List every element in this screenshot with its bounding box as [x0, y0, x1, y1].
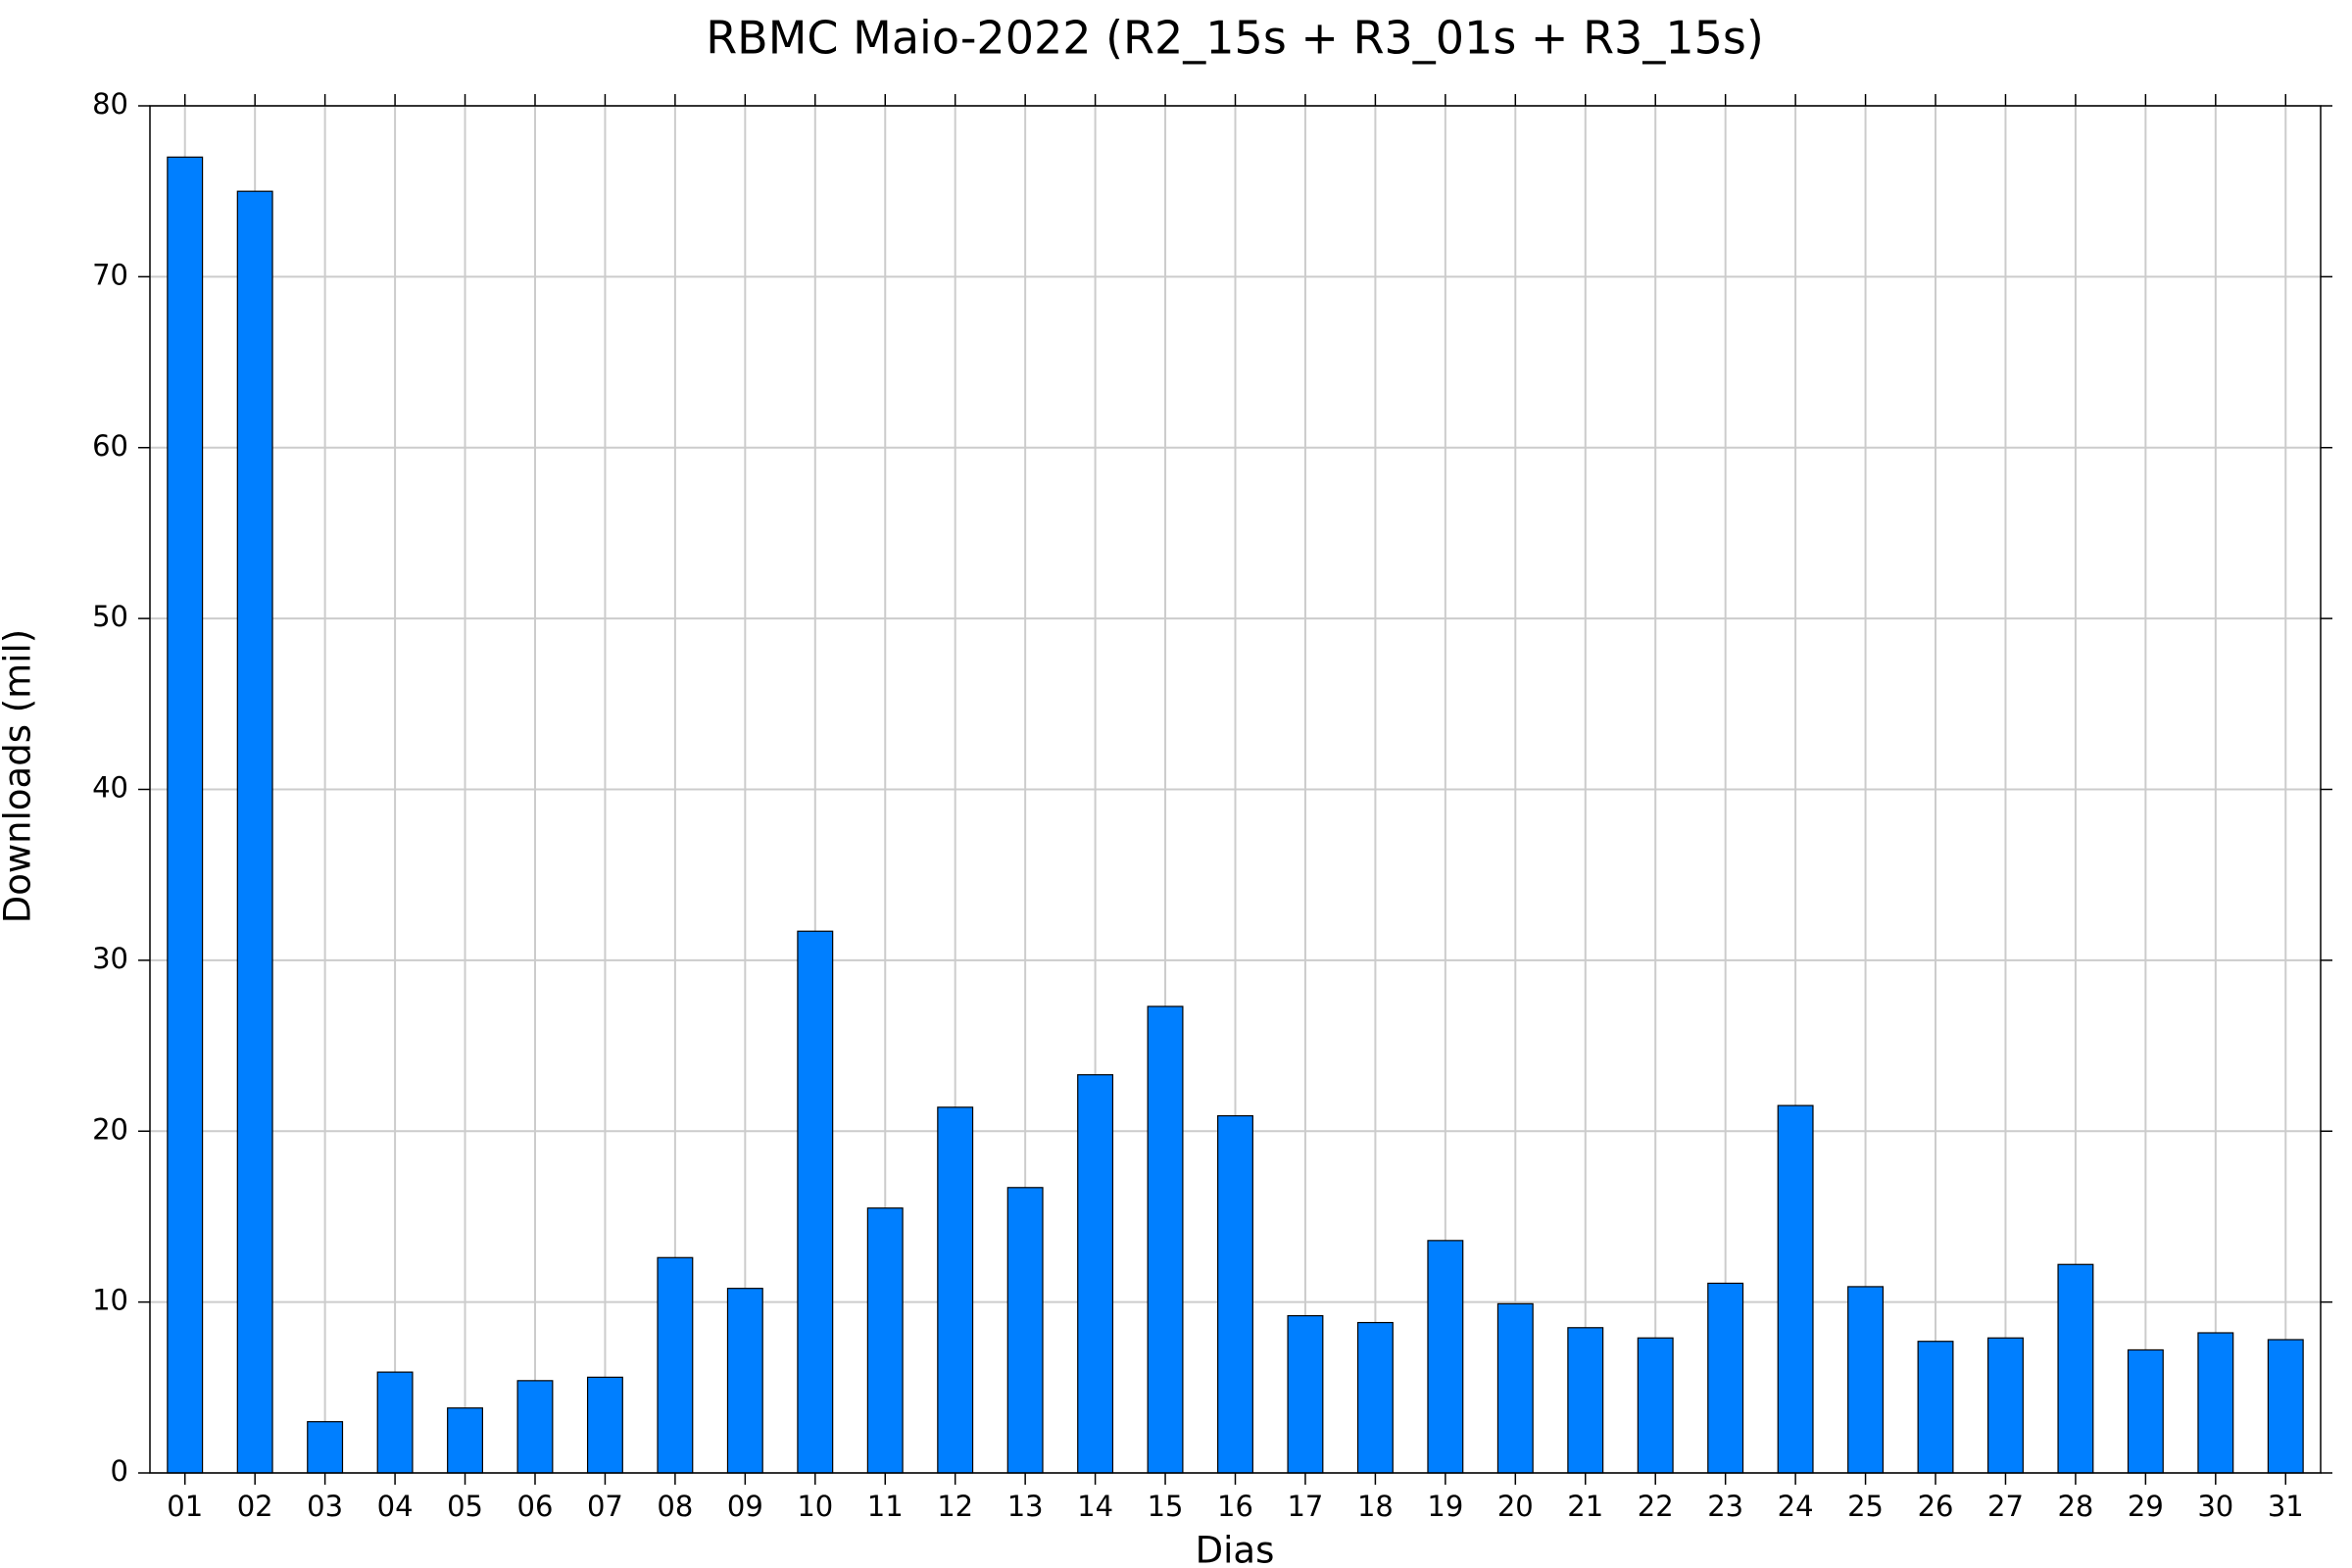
plot-frame	[149, 105, 2322, 1474]
bar	[1356, 1321, 1394, 1474]
x-tick-label: 03	[307, 1490, 343, 1523]
x-tick-label: 22	[1638, 1490, 1674, 1523]
x-tick-label: 23	[1707, 1490, 1743, 1523]
x-tick-label: 20	[1497, 1490, 1534, 1523]
bar	[726, 1288, 763, 1474]
x-tick-label: 02	[237, 1490, 273, 1523]
x-tick-label: 30	[2197, 1490, 2233, 1523]
bar	[937, 1106, 974, 1474]
x-tick-label: 10	[797, 1490, 833, 1523]
bar	[586, 1376, 623, 1474]
x-tick-label: 05	[447, 1490, 483, 1523]
x-tick-label: 19	[1427, 1490, 1463, 1523]
y-axis-title: Downloads (mil)	[0, 629, 39, 923]
bar	[797, 930, 834, 1474]
bar	[447, 1407, 483, 1474]
x-tick-label: 16	[1217, 1490, 1253, 1523]
x-tick-label: 29	[2128, 1490, 2164, 1523]
bar	[1217, 1114, 1253, 1474]
x-tick-label: 18	[1357, 1490, 1394, 1523]
x-tick-label: 09	[727, 1490, 763, 1523]
x-tick-label: 27	[1987, 1490, 2024, 1523]
x-tick-label: 07	[587, 1490, 623, 1523]
bar	[1427, 1240, 1464, 1474]
bar	[866, 1207, 904, 1474]
y-tick-label: 40	[92, 771, 128, 805]
bar	[1637, 1337, 1674, 1474]
x-tick-label: 24	[1778, 1490, 1814, 1523]
x-tick-label: 25	[1847, 1490, 1884, 1523]
bar	[1567, 1327, 1604, 1474]
x-tick-label: 14	[1077, 1490, 1113, 1523]
x-tick-label: 04	[377, 1490, 414, 1523]
bar	[1987, 1337, 2024, 1474]
x-tick-label: 12	[937, 1490, 973, 1523]
bar	[1147, 1005, 1184, 1474]
y-tick-label: 60	[92, 429, 128, 463]
y-tick-label: 80	[92, 87, 128, 121]
x-tick-label: 28	[2057, 1490, 2093, 1523]
bar	[2127, 1348, 2164, 1474]
bar	[1707, 1282, 1744, 1474]
bar	[516, 1380, 554, 1474]
bar	[167, 156, 204, 1474]
bar	[236, 190, 273, 1474]
x-tick-label: 15	[1148, 1490, 1184, 1523]
chart-title: RBMC Maio-2022 (R2_15s + R3_01s + R3_15s…	[706, 12, 1764, 65]
y-tick-label: 50	[92, 600, 128, 633]
x-tick-label: 26	[1918, 1490, 1954, 1523]
bar	[1496, 1302, 1534, 1474]
y-tick-label: 0	[111, 1454, 128, 1488]
bar	[2197, 1332, 2234, 1474]
bar	[2267, 1339, 2304, 1474]
x-tick-label: 11	[867, 1490, 904, 1523]
bar	[657, 1256, 694, 1474]
x-tick-label: 01	[167, 1490, 203, 1523]
bar	[1917, 1341, 1954, 1474]
bar	[1077, 1074, 1114, 1474]
bar	[1847, 1286, 1885, 1474]
x-tick-label: 08	[657, 1490, 693, 1523]
bar	[1777, 1104, 1814, 1474]
bar	[307, 1421, 344, 1474]
x-tick-label: 31	[2268, 1490, 2304, 1523]
x-tick-label: 21	[1567, 1490, 1603, 1523]
y-tick-label: 20	[92, 1112, 128, 1146]
x-tick-label: 13	[1007, 1490, 1044, 1523]
x-tick-label: 17	[1287, 1490, 1323, 1523]
bar	[376, 1371, 414, 1474]
y-tick-label: 30	[92, 942, 128, 975]
bar	[1287, 1314, 1324, 1474]
x-axis-title: Dias	[1196, 1530, 1275, 1568]
bar	[2057, 1263, 2094, 1474]
x-tick-label: 06	[517, 1490, 554, 1523]
y-tick-label: 10	[92, 1284, 128, 1317]
bar	[1006, 1187, 1044, 1474]
y-tick-label: 70	[92, 258, 128, 291]
